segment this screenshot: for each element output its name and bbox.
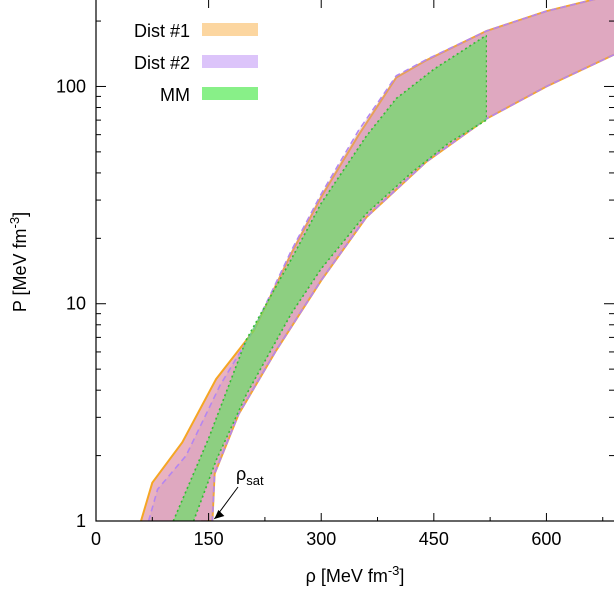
x-tick-label: 300	[306, 529, 336, 549]
legend-label-dist-1: Dist #1	[134, 21, 190, 41]
legend: Dist #1 Dist #2 MM	[134, 21, 258, 105]
y-tick-label: 1	[76, 511, 86, 531]
band-mm	[173, 35, 487, 521]
band-mm-upper-edge	[172, 34, 487, 521]
legend-swatch-mm	[202, 87, 258, 100]
band-dist-1	[141, 0, 614, 521]
band-dist-2-upper-edge	[147, 0, 596, 521]
legend-swatch-dist-1	[202, 23, 258, 36]
x-tick-label: 450	[419, 529, 449, 549]
legend-label-dist-2: Dist #2	[134, 53, 190, 73]
legend-label-mm: MM	[160, 85, 190, 105]
plot-frame	[95, 0, 614, 522]
x-tick-label: 0	[91, 529, 101, 549]
annotation-label: ρsat	[236, 464, 264, 488]
x-tick-label: 150	[194, 529, 224, 549]
y-axis-label: P [MeV fm-3]	[7, 212, 30, 312]
band-layer	[140, 0, 614, 521]
rho-sat-annotation: ρsat	[213, 464, 264, 520]
x-tick-label: 600	[531, 529, 561, 549]
y-tick-label: 10	[66, 294, 86, 314]
y-tick-label: 100	[56, 76, 86, 96]
x-axis-label: ρ [MeV fm-3]	[306, 563, 405, 586]
band-dist-2-lower-edge	[201, 53, 614, 521]
plot-border	[95, 0, 614, 522]
axis-ticks: 0 150 300 450 600 1 10 100	[56, 0, 614, 549]
legend-swatch-dist-2	[202, 55, 258, 68]
annotation-arrowhead	[214, 510, 225, 519]
